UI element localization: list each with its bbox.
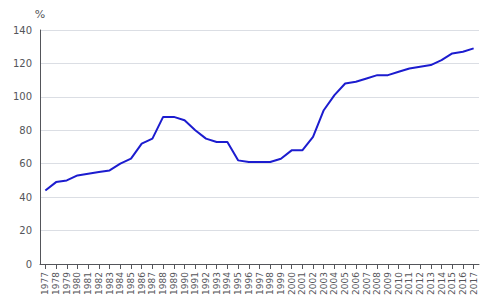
svg-text:1978: 1978 [51, 272, 61, 295]
svg-text:2004: 2004 [329, 272, 339, 295]
svg-text:1980: 1980 [72, 272, 82, 295]
svg-text:1996: 1996 [244, 272, 254, 295]
svg-text:120: 120 [13, 58, 32, 69]
svg-text:2006: 2006 [351, 272, 361, 295]
svg-text:%: % [35, 8, 45, 21]
svg-text:1984: 1984 [115, 272, 125, 295]
svg-text:1985: 1985 [126, 272, 136, 295]
svg-text:2008: 2008 [372, 272, 382, 295]
svg-text:20: 20 [19, 225, 32, 236]
svg-text:60: 60 [19, 158, 32, 169]
svg-text:1979: 1979 [62, 272, 72, 295]
svg-text:100: 100 [13, 91, 32, 102]
svg-text:1997: 1997 [255, 272, 265, 295]
svg-text:80: 80 [19, 125, 32, 136]
svg-text:1983: 1983 [105, 272, 115, 295]
svg-text:1982: 1982 [94, 272, 104, 295]
svg-text:1981: 1981 [83, 272, 93, 295]
svg-text:1993: 1993 [212, 272, 222, 295]
svg-text:2016: 2016 [458, 272, 468, 295]
svg-text:2013: 2013 [426, 272, 436, 295]
svg-text:2015: 2015 [447, 272, 457, 295]
svg-text:1988: 1988 [158, 272, 168, 295]
svg-text:1987: 1987 [147, 272, 157, 295]
svg-text:2014: 2014 [437, 272, 447, 295]
svg-text:1994: 1994 [222, 272, 232, 295]
svg-text:1995: 1995 [233, 272, 243, 295]
svg-text:2017: 2017 [469, 272, 479, 295]
svg-text:1999: 1999 [276, 272, 286, 295]
svg-text:1986: 1986 [137, 272, 147, 295]
svg-text:2007: 2007 [362, 272, 372, 295]
svg-text:1998: 1998 [265, 272, 275, 295]
svg-text:1992: 1992 [201, 272, 211, 295]
svg-text:2009: 2009 [383, 272, 393, 295]
svg-text:1990: 1990 [180, 272, 190, 295]
svg-text:2012: 2012 [415, 272, 425, 295]
svg-text:2001: 2001 [297, 272, 307, 295]
svg-text:140: 140 [13, 25, 32, 36]
svg-text:40: 40 [19, 192, 32, 203]
svg-text:2011: 2011 [404, 272, 414, 295]
svg-text:2010: 2010 [394, 272, 404, 295]
svg-text:1991: 1991 [190, 272, 200, 295]
svg-text:0: 0 [26, 259, 32, 270]
svg-text:2002: 2002 [308, 272, 318, 295]
svg-text:1989: 1989 [169, 272, 179, 295]
svg-text:2003: 2003 [319, 272, 329, 295]
svg-text:2005: 2005 [340, 272, 350, 295]
svg-text:1977: 1977 [40, 272, 50, 295]
svg-text:2000: 2000 [287, 272, 297, 295]
